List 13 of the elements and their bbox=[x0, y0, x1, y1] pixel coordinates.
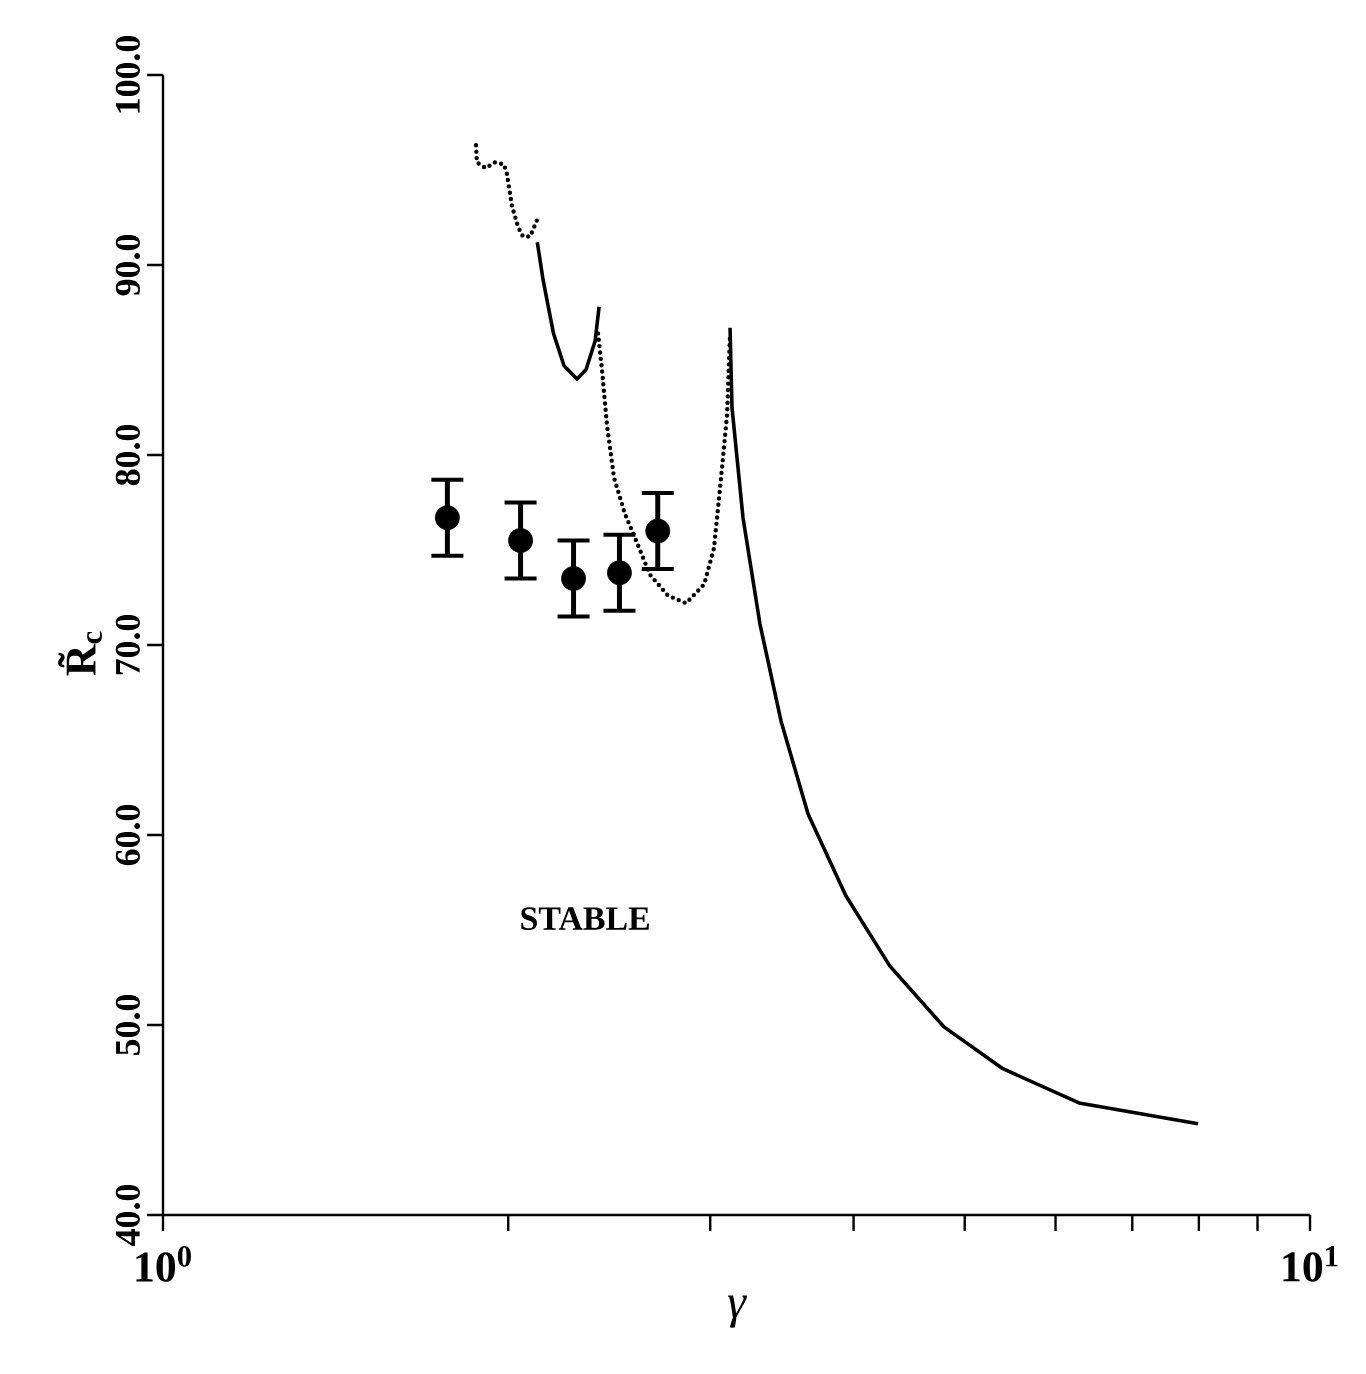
x-axis-title: γ bbox=[727, 1295, 747, 1328]
y-tick-label: 100.0 bbox=[115, 36, 141, 113]
line-series bbox=[473, 143, 540, 239]
y-tick-label: 60.0 bbox=[115, 804, 141, 866]
x-tick-label: 10$^{1}$ bbox=[1283, 1246, 1338, 1282]
y-tick-label: 90.0 bbox=[115, 234, 141, 296]
y-tick-label: 70.0 bbox=[115, 614, 141, 675]
y-tick-label: 50.0 bbox=[115, 994, 141, 1055]
y-tick-label: 40.0 bbox=[115, 1184, 141, 1246]
x-tick-label: 10$^{0}$ bbox=[136, 1246, 191, 1282]
y-tick-label: 80.0 bbox=[115, 424, 141, 486]
y-axis-title: R̃$_{c}$ bbox=[58, 631, 102, 676]
annotation: STABLE bbox=[521, 907, 649, 930]
